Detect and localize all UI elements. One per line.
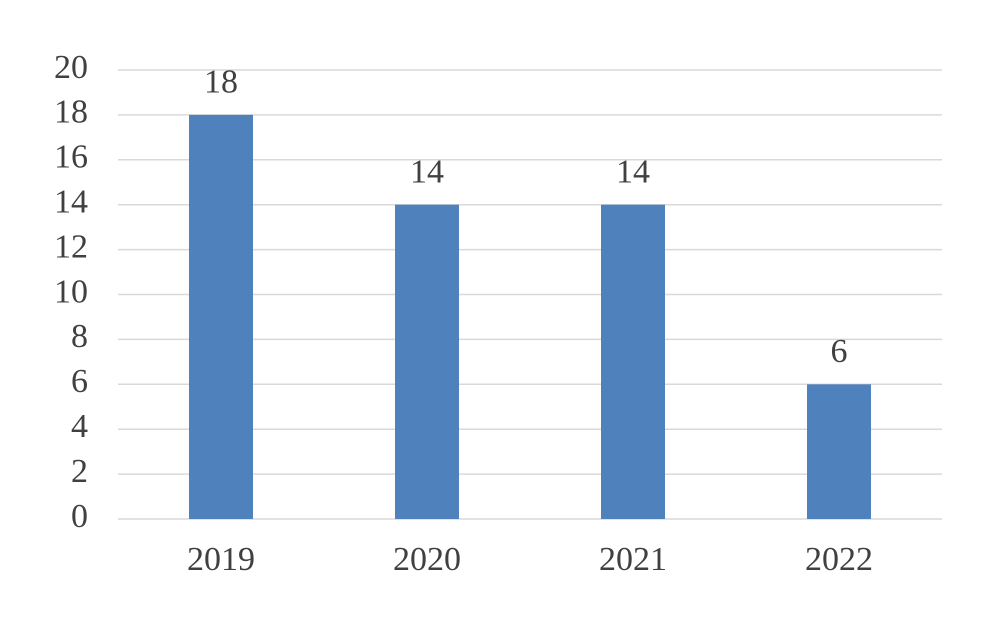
y-tick-label: 6 [71, 363, 88, 400]
bar [601, 204, 665, 519]
y-tick-label: 18 [54, 94, 88, 131]
y-tick-label: 20 [54, 49, 88, 86]
bar [189, 114, 253, 520]
x-tick-label: 2019 [187, 541, 255, 578]
y-tick-label: 0 [71, 498, 88, 535]
x-tick-label: 2022 [805, 541, 873, 578]
y-tick-label: 2 [71, 453, 88, 490]
data-label: 6 [831, 333, 848, 370]
y-tick-label: 12 [54, 228, 88, 265]
bar [807, 384, 871, 519]
y-tick-label: 14 [54, 183, 88, 220]
y-tick-label: 10 [54, 273, 88, 310]
data-label: 14 [616, 153, 650, 190]
y-tick-label: 8 [71, 318, 88, 355]
x-tick-label: 2020 [393, 541, 461, 578]
x-tick-label: 2021 [599, 541, 667, 578]
bar [395, 204, 459, 519]
data-label: 18 [204, 64, 238, 101]
y-tick-label: 16 [54, 139, 88, 176]
y-tick-label: 4 [71, 408, 88, 445]
data-label: 14 [410, 153, 444, 190]
